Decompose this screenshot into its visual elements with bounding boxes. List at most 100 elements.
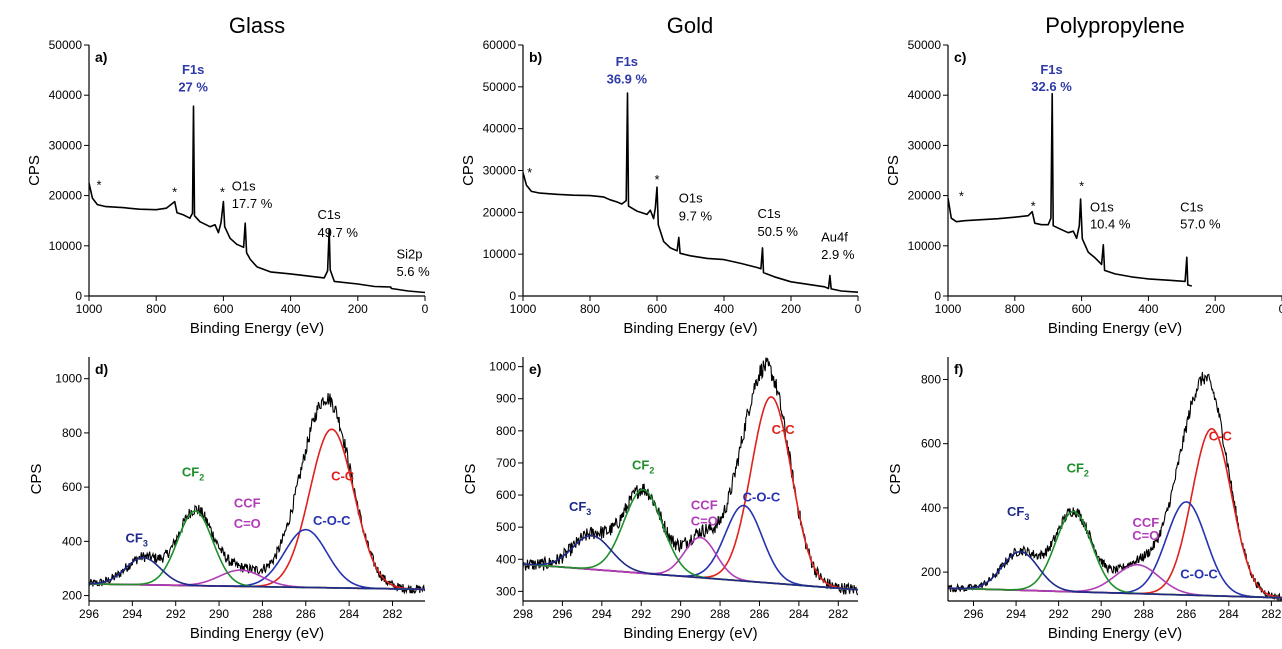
annotation-text: *: [220, 185, 225, 200]
y-tick-label: 900: [496, 392, 516, 406]
y-tick-label: 20000: [49, 189, 83, 203]
annotation-text: C-C: [331, 468, 355, 483]
annotation: 50.5 %: [758, 224, 799, 239]
panel-e: 298 296 294 292 290 288 286 284 282 300 400 500 600 7…: [462, 357, 858, 642]
annotation: C1s: [1180, 200, 1204, 215]
y-tick-label: 40000: [483, 122, 517, 136]
panel-label: f): [954, 361, 963, 377]
x-tick-label: 200: [348, 302, 368, 316]
y-axis-label: CPS: [26, 155, 43, 186]
annotation: *: [97, 178, 102, 193]
x-tick-label: 800: [580, 302, 600, 316]
annotation-text: CF: [126, 531, 143, 546]
annotation-text: 32.6 %: [1031, 79, 1072, 94]
annotation: 32.6 %: [1031, 79, 1072, 94]
annotation: F1s: [182, 62, 204, 77]
annotation: *: [527, 165, 532, 180]
annotation: O1s: [679, 191, 703, 206]
x-tick-label: 282: [1261, 607, 1281, 621]
annotation-text: 17.7 %: [232, 196, 273, 211]
panel-f: 296 294 292 290 288 286 284 282 200 400 600 800 Bind…: [887, 357, 1282, 642]
annotation-text: O1s: [232, 179, 256, 194]
annotation: C-C: [331, 468, 355, 483]
y-tick-label: 10000: [49, 239, 83, 253]
fit-component-cf3: [89, 556, 425, 591]
y-tick-label: 1000: [55, 372, 82, 386]
x-tick-label: 800: [146, 302, 166, 316]
plot-area: [523, 357, 858, 596]
x-tick-label: 400: [281, 302, 301, 316]
x-tick-label: 286: [1176, 607, 1196, 621]
y-tick-label: 60000: [483, 38, 517, 52]
y-tick-label: 300: [496, 584, 516, 598]
panel-c: Polypropylene100080060040020000100002000…: [885, 13, 1282, 337]
annotation-text: *: [97, 178, 102, 193]
y-tick-label: 700: [496, 456, 516, 470]
annotation-text: C=O: [1132, 528, 1159, 543]
annotation-subscript: 3: [586, 507, 591, 517]
annotation: F1s: [1040, 62, 1062, 77]
x-tick-label: 200: [1205, 302, 1225, 316]
annotation-text: CCF: [234, 495, 261, 510]
annotation-text: C-C: [1209, 428, 1233, 443]
x-tick-label: 294: [592, 607, 612, 621]
y-tick-label: 400: [62, 534, 82, 548]
x-tick-label: 800: [1005, 302, 1025, 316]
annotation: F1s: [616, 54, 638, 69]
y-tick-label: 0: [509, 289, 516, 303]
y-tick-label: 500: [496, 520, 516, 534]
x-tick-label: 294: [122, 607, 142, 621]
annotation-text: CF: [182, 464, 199, 479]
x-tick-label: 284: [339, 607, 359, 621]
panel-label: e): [529, 361, 541, 377]
y-axis-label: CPS: [885, 155, 902, 186]
annotation-text: CCF: [691, 498, 718, 513]
annotation-text: C=O: [691, 514, 718, 529]
fit-component-cf3: [948, 550, 1282, 599]
annotation: C1s: [317, 207, 341, 222]
x-axis-label: Binding Energy (eV): [190, 625, 324, 642]
annotation: *: [1031, 199, 1036, 214]
fit-component-c-o-c: [948, 501, 1282, 599]
x-tick-label: 1000: [76, 302, 103, 316]
x-axis-label: Binding Energy (eV): [623, 625, 757, 642]
annotation: C-C: [1209, 428, 1233, 443]
plot-area: [89, 393, 425, 595]
y-tick-label: 800: [62, 426, 82, 440]
x-axis-label: Binding Energy (eV): [1048, 320, 1182, 337]
x-tick-label: 400: [714, 302, 734, 316]
x-tick-label: 290: [209, 607, 229, 621]
annotation: 2.9 %: [821, 247, 855, 262]
plot-area: [948, 371, 1282, 601]
x-tick-label: 292: [1049, 607, 1069, 621]
annotation: 27 %: [178, 80, 208, 95]
x-axis-label: Binding Energy (eV): [1048, 625, 1182, 642]
annotation-text: 50.5 %: [758, 224, 799, 239]
y-tick-label: 600: [921, 437, 941, 451]
panel-title: Gold: [667, 13, 713, 38]
annotation: *: [220, 185, 225, 200]
annotation: CCF: [234, 495, 261, 510]
x-tick-label: 292: [631, 607, 651, 621]
panel-title: Polypropylene: [1045, 13, 1184, 38]
annotation-subscript: 2: [199, 472, 204, 482]
annotation: C1s: [758, 206, 782, 221]
y-tick-label: 20000: [908, 189, 942, 203]
panel-label: a): [95, 49, 107, 65]
annotation: O1s: [232, 179, 256, 194]
y-tick-label: 1000: [489, 360, 516, 374]
x-tick-label: 400: [1138, 302, 1158, 316]
annotation: CF2: [1067, 461, 1089, 479]
x-tick-label: 600: [213, 302, 233, 316]
y-tick-label: 0: [934, 289, 941, 303]
x-tick-label: 0: [855, 302, 862, 316]
x-axis-label: Binding Energy (eV): [623, 320, 757, 337]
y-tick-label: 30000: [49, 138, 83, 152]
annotation: 9.7 %: [679, 208, 713, 223]
annotation-text: C=O: [234, 516, 261, 531]
annotation: *: [654, 172, 659, 187]
annotation-text: O1s: [679, 191, 703, 206]
x-tick-label: 1000: [935, 302, 962, 316]
